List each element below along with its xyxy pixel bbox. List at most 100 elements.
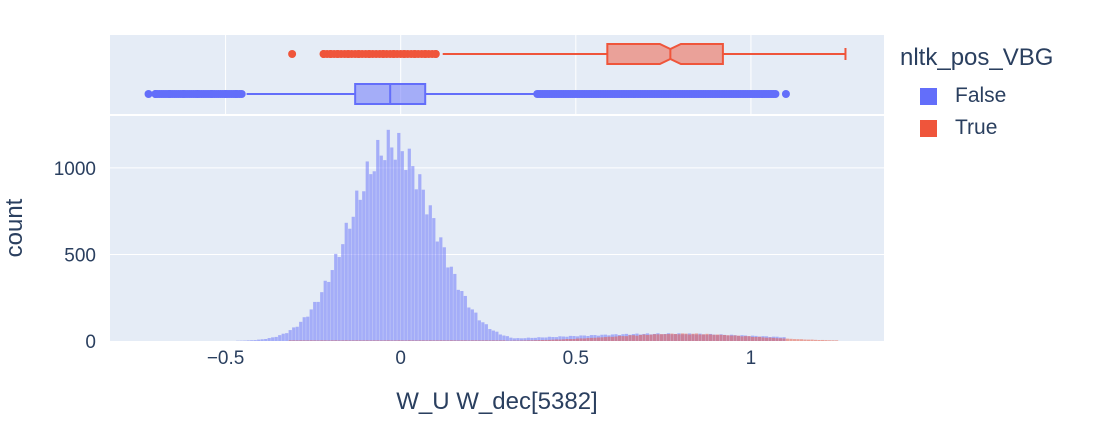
histogram-bar-true bbox=[348, 340, 352, 341]
histogram-bar-true bbox=[750, 336, 755, 341]
histogram-bar-false bbox=[383, 160, 387, 341]
outlier-point-false bbox=[771, 90, 780, 98]
histogram-bar-true bbox=[365, 340, 369, 341]
histogram-bar-true bbox=[313, 340, 317, 341]
histogram-bar-false bbox=[456, 289, 460, 341]
x-tick-label: 0 bbox=[395, 348, 406, 369]
histogram-bar-true bbox=[733, 335, 737, 341]
histogram-bar-true bbox=[442, 340, 446, 341]
histogram-bar-false bbox=[467, 307, 471, 341]
histogram-bar-true bbox=[467, 340, 471, 341]
histogram-bar-true bbox=[530, 340, 534, 341]
histogram-bar-false bbox=[260, 339, 264, 341]
histogram-bar-false bbox=[320, 292, 324, 341]
histogram-bar-true bbox=[323, 340, 327, 341]
histogram-bar-true bbox=[425, 340, 429, 341]
histogram-bar-true bbox=[537, 340, 541, 341]
histogram-bar-true bbox=[831, 340, 835, 341]
histogram-bar-true bbox=[456, 340, 460, 341]
histogram-bar-false bbox=[495, 331, 499, 341]
x-tick-label: 0.5 bbox=[563, 348, 589, 369]
histogram-bar-false bbox=[537, 337, 541, 341]
histogram-bar-false bbox=[551, 336, 555, 341]
histogram-bar-true bbox=[572, 338, 576, 341]
legend: nltk_pos_VBG False True bbox=[900, 44, 1053, 144]
histogram-bar-true bbox=[544, 339, 548, 341]
box-plots[interactable] bbox=[144, 43, 847, 105]
histogram-bar-false bbox=[582, 335, 587, 341]
histogram-bar-true bbox=[383, 340, 387, 341]
histogram-bar-true bbox=[582, 338, 587, 341]
legend-item-false[interactable]: False bbox=[900, 80, 1053, 112]
histogram-bar-true bbox=[288, 340, 292, 341]
histogram-bar-true bbox=[309, 340, 313, 341]
histogram-bar-true bbox=[645, 334, 650, 341]
histogram-bar-false bbox=[250, 340, 254, 341]
histogram-bar-false bbox=[306, 316, 310, 341]
box-true[interactable] bbox=[288, 43, 847, 65]
box-panel-background bbox=[110, 35, 884, 114]
histogram-bar-false bbox=[463, 295, 467, 341]
histogram-bar-false bbox=[453, 273, 457, 341]
x-axis-title: W_U W_dec[5382] bbox=[396, 388, 597, 415]
histogram-bar-false bbox=[488, 329, 492, 341]
histogram-bar-true bbox=[362, 340, 366, 341]
legend-title: nltk_pos_VBG bbox=[900, 44, 1054, 71]
histogram-bar-false bbox=[425, 214, 429, 341]
histogram-bar-true bbox=[379, 340, 383, 341]
histogram-bar-true bbox=[526, 340, 530, 341]
histogram-bar-true bbox=[813, 339, 818, 341]
histogram-bar-false bbox=[351, 216, 355, 341]
histogram-bar-true bbox=[670, 333, 674, 341]
legend-item-true[interactable]: True bbox=[900, 112, 1053, 144]
histogram-bar-true bbox=[470, 340, 474, 341]
histogram-bar-false bbox=[341, 244, 345, 341]
histogram-bar-false bbox=[316, 301, 320, 341]
histogram-bar-true bbox=[547, 339, 551, 341]
histogram-bar-true bbox=[589, 337, 594, 341]
histogram-bar-true bbox=[488, 340, 492, 341]
histogram-bar-true bbox=[484, 340, 488, 341]
legend-swatch-true bbox=[920, 119, 937, 137]
histogram-bar-true bbox=[600, 337, 604, 341]
histogram-bar-true bbox=[747, 336, 751, 341]
histogram-bar-true bbox=[341, 340, 345, 341]
histogram-bar-true bbox=[677, 334, 681, 341]
histogram-bar-false bbox=[579, 335, 583, 341]
x-tick-label: −0.5 bbox=[207, 348, 245, 369]
histogram-bar-true bbox=[719, 334, 723, 341]
histogram-bar-true bbox=[299, 340, 303, 341]
histogram-bar-false bbox=[372, 171, 376, 341]
histogram-bar-false bbox=[302, 317, 306, 341]
histogram-bar-false bbox=[460, 291, 464, 341]
hist-panel-background bbox=[110, 116, 884, 341]
box-false[interactable] bbox=[144, 83, 790, 105]
histogram-bar-false bbox=[299, 321, 303, 341]
histogram-bar-true bbox=[407, 340, 411, 341]
histogram-bar-false bbox=[253, 340, 257, 341]
histogram-bar-true bbox=[460, 340, 464, 341]
histogram-bar-false bbox=[295, 326, 299, 341]
histogram-bar-true bbox=[680, 333, 685, 341]
histogram-bar-true bbox=[386, 340, 390, 341]
histogram-bar-false bbox=[484, 324, 488, 341]
histogram-bar-true bbox=[824, 340, 828, 341]
histogram-bar-false bbox=[379, 155, 383, 341]
histogram-bar-true bbox=[806, 339, 811, 341]
histogram-bar-true bbox=[705, 333, 709, 341]
histogram-bar-true bbox=[610, 336, 615, 341]
histogram-bar-false bbox=[278, 335, 282, 341]
histogram-bar-true bbox=[775, 338, 779, 341]
histogram-bar-true bbox=[449, 340, 453, 341]
histogram-bar-false bbox=[442, 247, 446, 341]
histogram-bar-false bbox=[407, 148, 411, 341]
outlier-point-true bbox=[431, 50, 440, 58]
outlier-point-false bbox=[144, 90, 153, 98]
histogram-bar-false bbox=[418, 174, 422, 341]
histogram-bar-false bbox=[313, 301, 317, 341]
histogram-bar-false bbox=[554, 337, 558, 341]
histogram-bar-true bbox=[565, 339, 569, 341]
histogram-bar-true bbox=[596, 337, 601, 341]
histogram-bar-true bbox=[421, 340, 425, 341]
histogram-bar-true bbox=[796, 339, 800, 341]
